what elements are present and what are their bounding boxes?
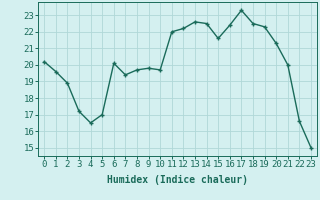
X-axis label: Humidex (Indice chaleur): Humidex (Indice chaleur) [107, 175, 248, 185]
